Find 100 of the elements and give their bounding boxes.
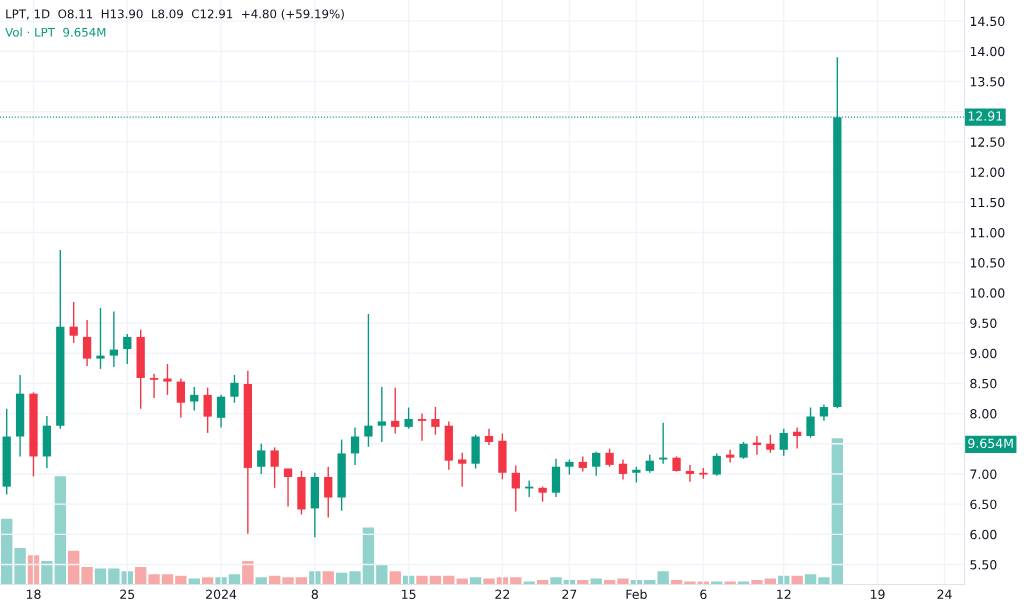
y-tick-label: 6.50 xyxy=(970,499,997,510)
bar xyxy=(804,574,817,585)
candlestick xyxy=(350,426,360,466)
x-tick-label: 18 xyxy=(26,589,41,599)
bar xyxy=(657,571,669,585)
bar xyxy=(349,571,361,585)
bar xyxy=(148,574,160,585)
candlestick xyxy=(190,386,199,412)
y-tick-label: 10.00 xyxy=(970,288,1005,298)
candlestick xyxy=(69,301,78,344)
bar xyxy=(242,561,254,585)
candlestick xyxy=(216,394,226,429)
candlestick xyxy=(431,406,440,436)
bar xyxy=(469,577,482,585)
bar xyxy=(54,476,66,585)
candlestick xyxy=(712,452,721,477)
x-tick-label: 19 xyxy=(870,589,885,599)
candlestick xyxy=(324,466,333,519)
x-tick-label: 12 xyxy=(777,589,791,599)
candlestick xyxy=(645,453,654,474)
candlestick xyxy=(123,333,132,365)
candlestick xyxy=(404,406,413,430)
bar xyxy=(335,572,348,585)
x-tick-label: Feb xyxy=(626,589,647,599)
y-tick-label: 11.50 xyxy=(970,197,1005,208)
candlestick xyxy=(109,310,119,368)
candlestick xyxy=(364,313,373,448)
text: LPT, 1D O8.11 H13.90 L8.09 C12.91 +4.80 (+59.19%) xyxy=(6,9,344,20)
candlestick xyxy=(618,458,628,481)
bar xyxy=(617,578,629,585)
y-tick-label: 13.50 xyxy=(970,76,1005,87)
bar xyxy=(14,547,26,585)
candlestick xyxy=(685,464,695,483)
candlestick xyxy=(792,426,802,450)
bar xyxy=(818,577,830,585)
candlestick xyxy=(391,386,400,435)
y-tick-label: 11.00 xyxy=(970,227,1005,238)
bar xyxy=(295,577,308,585)
bar xyxy=(510,577,522,585)
bar xyxy=(134,566,147,585)
bar xyxy=(376,564,388,585)
bar xyxy=(161,574,174,585)
y-tick-label: 14.50 xyxy=(970,16,1005,27)
bar xyxy=(590,578,602,585)
y-tick-label: 9.00 xyxy=(970,348,997,359)
bar xyxy=(175,575,187,585)
y-tick-label: 12.00 xyxy=(970,167,1005,177)
x-tick-label: 15 xyxy=(402,589,416,599)
y-tick-label: 6.00 xyxy=(970,529,997,540)
bar xyxy=(483,578,495,585)
candlestick xyxy=(230,374,239,404)
candlestick xyxy=(377,386,386,443)
bar xyxy=(1,518,13,585)
candlestick xyxy=(163,363,172,396)
bar xyxy=(322,571,334,585)
candlestick xyxy=(458,452,467,488)
bar xyxy=(282,577,294,585)
candlestick xyxy=(766,434,775,454)
y-tick-label: 7.00 xyxy=(970,469,997,479)
candlestick xyxy=(605,447,614,468)
y-tick-label: 8.50 xyxy=(970,378,997,389)
bar xyxy=(108,568,120,585)
x-tick-label: 2024 xyxy=(206,589,237,599)
y-tick-label: 8.00 xyxy=(970,409,997,419)
candlestick xyxy=(96,307,105,370)
y-tick-label: 10.50 xyxy=(970,258,1005,268)
candlestick xyxy=(149,373,159,399)
x-tick-label: 6 xyxy=(700,589,707,599)
x-tick-label: 8 xyxy=(311,589,318,599)
bar xyxy=(228,574,241,585)
candlestick xyxy=(203,386,212,434)
chart-title: Vol · LPT 9.654M xyxy=(5,27,106,37)
bar xyxy=(751,580,763,585)
y-tick-label: 9.50 xyxy=(970,318,997,328)
bar xyxy=(362,527,375,585)
x-tick-label: 27 xyxy=(562,589,577,599)
y-tick-label: 12.50 xyxy=(970,137,1005,147)
x-tick-label: 24 xyxy=(937,589,952,599)
bar xyxy=(255,577,267,585)
x-tick-label: 22 xyxy=(495,589,510,599)
bar xyxy=(41,561,53,585)
bar xyxy=(831,438,844,585)
candlestick xyxy=(511,464,520,513)
bar xyxy=(416,575,428,585)
bar xyxy=(791,575,803,585)
candlestick xyxy=(592,450,601,477)
bar xyxy=(81,566,93,585)
ref-line-label: 12.91 xyxy=(968,111,1003,121)
candlestick xyxy=(176,377,186,419)
bar xyxy=(94,568,107,585)
bar xyxy=(201,577,214,585)
candlestick xyxy=(726,449,735,464)
bar xyxy=(389,571,401,585)
candlestick xyxy=(270,446,279,489)
bar xyxy=(67,550,80,585)
candlestick xyxy=(257,443,266,475)
candlestick xyxy=(779,427,788,457)
y-tick-label: 14.00 xyxy=(970,46,1005,57)
text: 9.654M xyxy=(968,438,1013,449)
candlestick xyxy=(82,319,92,367)
